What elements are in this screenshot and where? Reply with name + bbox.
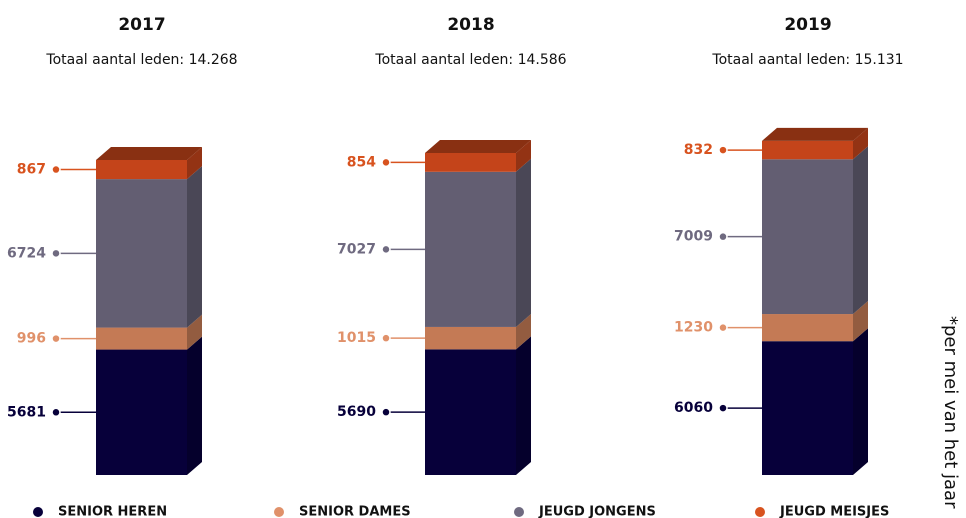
bar-segment xyxy=(425,152,516,172)
year-title: 2019 xyxy=(784,15,831,35)
value-label: 7009 xyxy=(674,229,713,245)
bar-side xyxy=(516,336,531,475)
bar-segment xyxy=(96,327,187,350)
value-label: 5690 xyxy=(337,404,376,420)
note: *per mei van het jaar xyxy=(940,316,961,509)
value-label: 6724 xyxy=(7,245,46,261)
bar-segment xyxy=(762,140,853,160)
leader-dot xyxy=(381,157,391,168)
year-title: 2017 xyxy=(118,15,165,35)
year-title: 2018 xyxy=(447,15,494,35)
value-label: 6060 xyxy=(674,400,713,416)
bar-top xyxy=(762,127,868,141)
leader-dot xyxy=(718,145,728,155)
bar-side xyxy=(516,139,531,172)
bar-side xyxy=(516,158,531,327)
year-subtitle: Totaal aantal leden: 14.268 xyxy=(45,52,237,68)
value-label: 854 xyxy=(347,154,376,170)
bar-side xyxy=(187,166,202,328)
bar-segment xyxy=(762,159,853,315)
bar-side xyxy=(853,301,868,342)
bar-segment xyxy=(425,349,516,475)
leader-dot xyxy=(381,244,391,255)
legend-marker xyxy=(33,507,43,517)
bar-side xyxy=(516,313,531,350)
leader-dot xyxy=(718,322,728,333)
bar-segment xyxy=(762,314,853,342)
value-label: 1015 xyxy=(337,330,376,346)
value-label: 832 xyxy=(684,142,713,158)
bar-side xyxy=(853,328,868,475)
year-subtitle: Totaal aantal leden: 15.131 xyxy=(711,52,903,68)
bar-side xyxy=(187,146,202,180)
leader-dot xyxy=(51,248,61,259)
bar-top xyxy=(96,146,202,160)
leader-dot xyxy=(718,231,728,242)
bar-side xyxy=(853,127,868,160)
value-label: 867 xyxy=(17,162,46,178)
value-label: 5681 xyxy=(7,404,46,420)
legend-marker xyxy=(514,507,524,517)
legend-label: JEUGD JONGENS xyxy=(538,505,656,518)
leader-dot xyxy=(718,403,728,413)
leader-dot xyxy=(381,333,391,343)
bar-segment xyxy=(96,179,187,328)
value-label: 1230 xyxy=(674,320,713,336)
legend-label: SENIOR HEREN xyxy=(58,505,167,518)
leader-dot xyxy=(51,333,61,344)
bar-segment xyxy=(425,326,516,350)
bar-segment xyxy=(762,341,853,475)
bar-side xyxy=(187,314,202,350)
bar-side xyxy=(187,336,202,475)
bar-segment xyxy=(96,349,187,475)
year-subtitle: Totaal aantal leden: 14.586 xyxy=(374,52,566,68)
bar-side xyxy=(853,146,868,315)
leader-dot xyxy=(51,407,61,418)
bar-segment xyxy=(96,159,187,180)
bar-top xyxy=(425,139,531,153)
legend-marker xyxy=(274,507,284,517)
legend-label: SENIOR DAMES xyxy=(299,505,411,518)
bar-segment xyxy=(425,171,516,327)
legend-label: JEUGD MEISJES xyxy=(779,505,889,518)
leader-dot xyxy=(381,407,391,417)
legend-marker xyxy=(755,507,765,517)
leader-dot xyxy=(51,164,61,175)
value-label: 7027 xyxy=(337,241,376,257)
value-label: 996 xyxy=(17,331,46,347)
